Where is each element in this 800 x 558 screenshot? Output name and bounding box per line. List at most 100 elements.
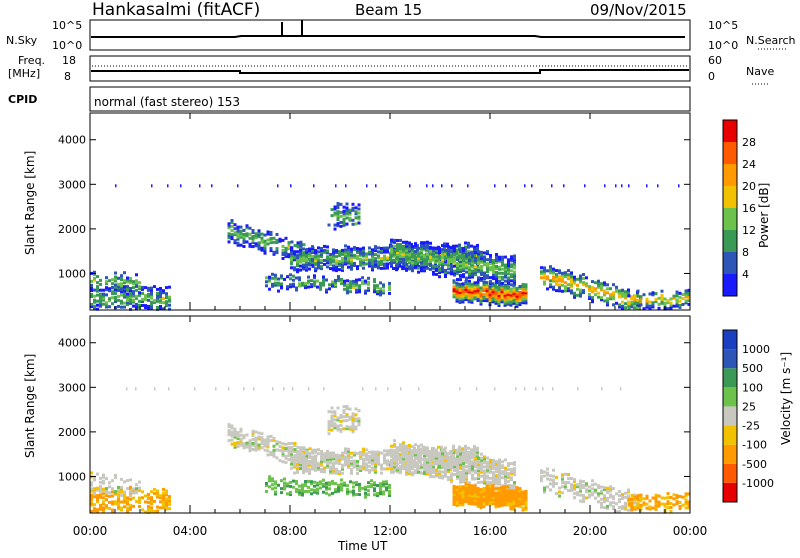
power-echo-cell — [471, 263, 474, 267]
velocity-echo-cell — [480, 470, 483, 474]
power-echo-cell — [486, 268, 489, 272]
velocity-echo-cell — [510, 468, 513, 472]
power-echo-cell — [597, 285, 600, 289]
power-echo-cell — [132, 280, 135, 284]
power-echo-cell — [120, 288, 123, 292]
power-echo-cell — [141, 300, 144, 303]
velocity-echo-cell — [423, 470, 426, 474]
velocity-echo-cell — [301, 491, 304, 495]
velocity-echo-cell — [483, 471, 486, 475]
velocity-echo-cell — [450, 458, 453, 462]
velocity-echo-cell — [405, 464, 408, 468]
power-echo-cell — [281, 238, 285, 242]
velocity-echo-cell — [507, 462, 510, 466]
velocity-echo-cell — [350, 471, 353, 475]
velocity-echo-cell — [380, 451, 383, 455]
power-echo-cell — [339, 214, 343, 218]
velocity-echo-cell — [377, 450, 380, 454]
velocity-echo-cell — [329, 469, 332, 473]
velocity-echo-cell — [362, 465, 365, 469]
power-echo-cell — [408, 249, 411, 253]
power-echo-cell — [251, 235, 255, 238]
power-echo-cell — [144, 306, 147, 310]
velocity-echo-cell — [239, 441, 243, 445]
velocity-echo-cell — [687, 506, 691, 510]
power-echo-cell — [521, 297, 525, 301]
power-echo-cell — [317, 250, 320, 254]
power-echo-cell — [489, 256, 492, 259]
velocity-echo-cell — [293, 461, 296, 465]
power-echo-cell — [513, 264, 516, 268]
power-echo-cell — [268, 279, 271, 283]
velocity-echo-cell — [450, 452, 453, 456]
power-echo-cell — [470, 290, 474, 294]
velocity-echo-cell — [320, 459, 323, 463]
velocity-echo-cell — [456, 456, 459, 460]
power-echo-cell — [506, 300, 510, 304]
velocity-echo-cell — [474, 469, 477, 473]
power-echo-cell — [290, 254, 293, 258]
velocity-echo-cell — [168, 507, 171, 511]
power-echo-cell — [473, 285, 477, 289]
velocity-echo-cell — [373, 489, 376, 493]
velocity-echo-cell — [684, 500, 688, 504]
power-echo-cell — [468, 273, 471, 277]
power-echo-cell — [495, 275, 498, 278]
power-echo-cell — [468, 267, 471, 271]
power-echo-cell — [388, 283, 391, 287]
velocity-echo-cell — [337, 489, 340, 493]
velocity-echo-cell — [144, 494, 147, 498]
velocity-echo-cell — [284, 454, 288, 458]
velocity-echo-cell — [396, 454, 399, 458]
power-echo-cell — [489, 258, 492, 261]
velocity-echo-cell — [347, 451, 350, 455]
power-echo-cell — [411, 253, 414, 257]
power-echo-cell — [307, 279, 310, 283]
velocity-echo-cell — [129, 485, 132, 489]
power-echo-cell — [467, 296, 471, 300]
power-echo-cell — [447, 253, 450, 257]
power-echo-cell — [438, 257, 441, 261]
velocity-echo-cell — [215, 387, 217, 391]
power-echo-cell — [432, 270, 435, 274]
power-echo-cell — [135, 296, 138, 300]
velocity-echo-cell — [618, 506, 621, 510]
power-echo-cell — [257, 245, 261, 249]
velocity-echo-cell — [585, 482, 588, 486]
velocity-echo-cell — [325, 481, 328, 485]
velocity-echo-cell — [438, 463, 441, 467]
power-echo-cell — [426, 256, 429, 260]
power-echo-cell — [347, 259, 350, 263]
velocity-echo-cell — [351, 416, 355, 420]
velocity-echo-cell — [290, 441, 294, 445]
velocity-echo-cell — [248, 441, 252, 445]
velocity-echo-cell — [239, 437, 243, 441]
velocity-echo-cell — [96, 498, 99, 502]
velocity-echo-cell — [275, 442, 279, 446]
velocity-echo-cell — [432, 447, 435, 450]
power-echo-cell — [99, 298, 102, 302]
velocity-echo-cell — [675, 494, 679, 498]
velocity-echo-cell — [518, 497, 522, 501]
power-echo-cell — [509, 301, 513, 305]
velocity-echo-cell — [311, 451, 314, 455]
power-echo-cell — [476, 290, 480, 294]
power-echo-cell — [129, 276, 132, 280]
velocity-echo-cell — [335, 455, 338, 459]
velocity-echo-cell — [666, 506, 670, 510]
power-echo-cell — [612, 291, 615, 295]
power-echo-cell — [501, 271, 504, 275]
power-echo-cell — [396, 249, 399, 252]
power-echo-cell — [233, 223, 237, 227]
velocity-echo-cell — [452, 502, 456, 506]
power-echo-cell — [459, 262, 462, 265]
velocity-echo-cell — [510, 462, 513, 466]
velocity-echo-cell — [455, 491, 459, 495]
power-echo-cell — [492, 259, 495, 262]
power-echo-cell — [603, 283, 606, 287]
power-echo-cell — [340, 281, 343, 285]
velocity-echo-cell — [376, 492, 379, 495]
power-echo-cell — [531, 184, 533, 188]
velocity-echo-cell — [512, 505, 516, 509]
velocity-echo-cell — [327, 424, 331, 428]
